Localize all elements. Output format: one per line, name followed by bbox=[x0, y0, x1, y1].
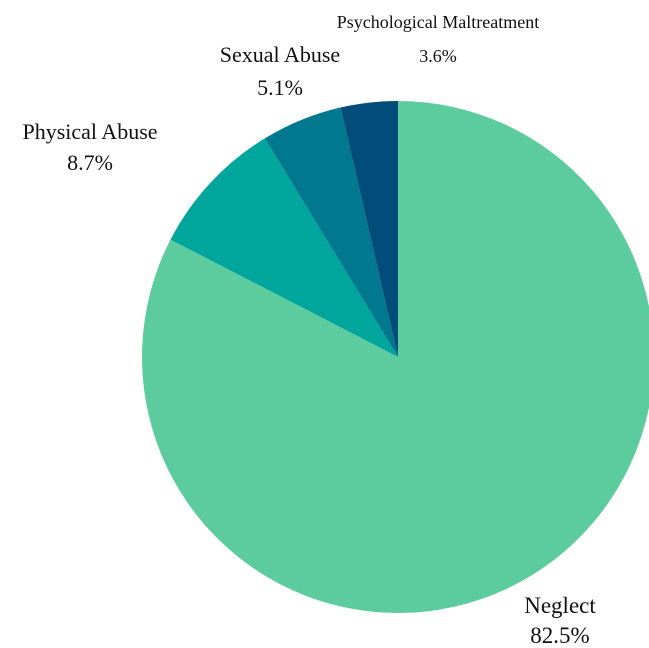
slice-label-physical-abuse: Physical Abuse 8.7% bbox=[22, 119, 157, 175]
slice-label-psychological-maltreatment-value: 3.6% bbox=[419, 46, 457, 66]
slice-label-physical-abuse-name: Physical Abuse bbox=[22, 119, 157, 144]
slice-label-neglect-name: Neglect bbox=[524, 593, 596, 618]
pie-slice-physical-abuse bbox=[170, 138, 398, 357]
pie-slice-sexual-abuse bbox=[264, 107, 398, 357]
pie-slice-psychological-maltreatment bbox=[340, 101, 398, 357]
slice-label-sexual-abuse-value: 5.1% bbox=[257, 75, 303, 100]
slice-label-psychological-maltreatment: Psychological Maltreatment 3.6% bbox=[337, 12, 539, 66]
slice-label-sexual-abuse: Sexual Abuse 5.1% bbox=[220, 42, 340, 100]
pie-slice-neglect bbox=[142, 101, 649, 613]
slice-label-psychological-maltreatment-name: Psychological Maltreatment bbox=[337, 12, 539, 32]
slice-label-neglect-value: 82.5% bbox=[530, 623, 589, 648]
pie-slices bbox=[142, 101, 649, 613]
slice-label-physical-abuse-value: 8.7% bbox=[67, 150, 113, 175]
slice-label-sexual-abuse-name: Sexual Abuse bbox=[220, 42, 340, 67]
slice-label-neglect: Neglect 82.5% bbox=[524, 593, 596, 648]
